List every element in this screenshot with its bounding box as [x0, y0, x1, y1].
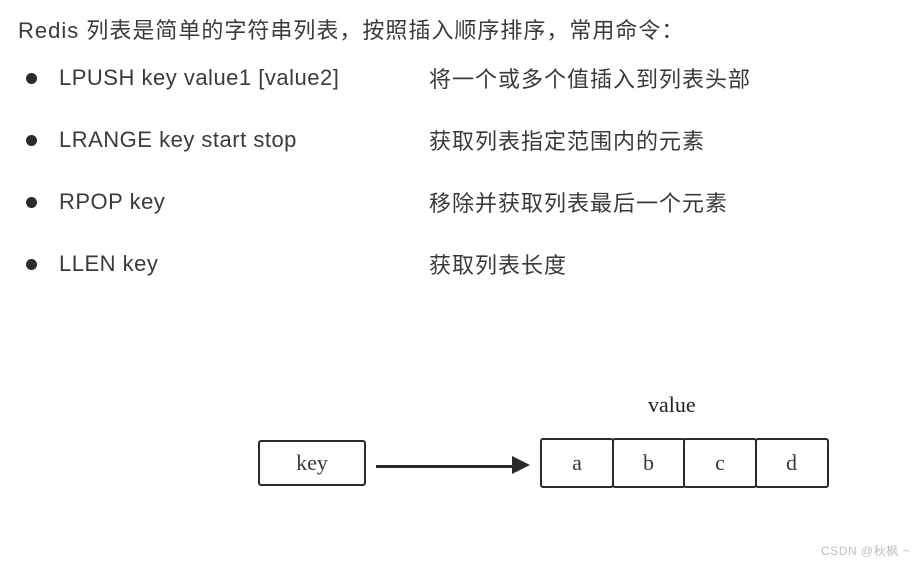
command-row: LLEN key 获取列表长度 — [26, 248, 896, 280]
value-cell: a — [540, 438, 614, 488]
command-description: 移除并获取列表最后一个元素 — [429, 186, 728, 218]
bullet-icon — [26, 259, 37, 270]
command-row: LRANGE key start stop 获取列表指定范围内的元素 — [26, 124, 896, 156]
arrow-icon — [376, 458, 536, 478]
command-description: 获取列表长度 — [429, 248, 567, 280]
value-boxes: a b c d — [540, 438, 829, 488]
bullet-icon — [26, 135, 37, 146]
command-row: RPOP key 移除并获取列表最后一个元素 — [26, 186, 896, 218]
command-list: LPUSH key value1 [value2] 将一个或多个值插入到列表头部… — [26, 62, 896, 310]
value-cell: d — [755, 438, 829, 488]
command-syntax: LPUSH key value1 [value2] — [59, 65, 429, 91]
command-syntax: LRANGE key start stop — [59, 127, 429, 153]
command-description: 获取列表指定范围内的元素 — [429, 124, 705, 156]
list-diagram: value key a b c d — [200, 382, 840, 522]
command-syntax: LLEN key — [59, 251, 429, 277]
value-cell: b — [612, 438, 686, 488]
watermark-text: CSDN @秋枫 ~ — [821, 542, 910, 559]
command-row: LPUSH key value1 [value2] 将一个或多个值插入到列表头部 — [26, 62, 896, 94]
value-cell: c — [683, 438, 757, 488]
bullet-icon — [26, 73, 37, 84]
key-box: key — [258, 440, 366, 486]
command-description: 将一个或多个值插入到列表头部 — [429, 62, 751, 94]
bullet-icon — [26, 197, 37, 208]
command-syntax: RPOP key — [59, 189, 429, 215]
value-label: value — [648, 392, 696, 418]
intro-text: Redis 列表是简单的字符串列表，按照插入顺序排序，常用命令： — [18, 13, 684, 45]
